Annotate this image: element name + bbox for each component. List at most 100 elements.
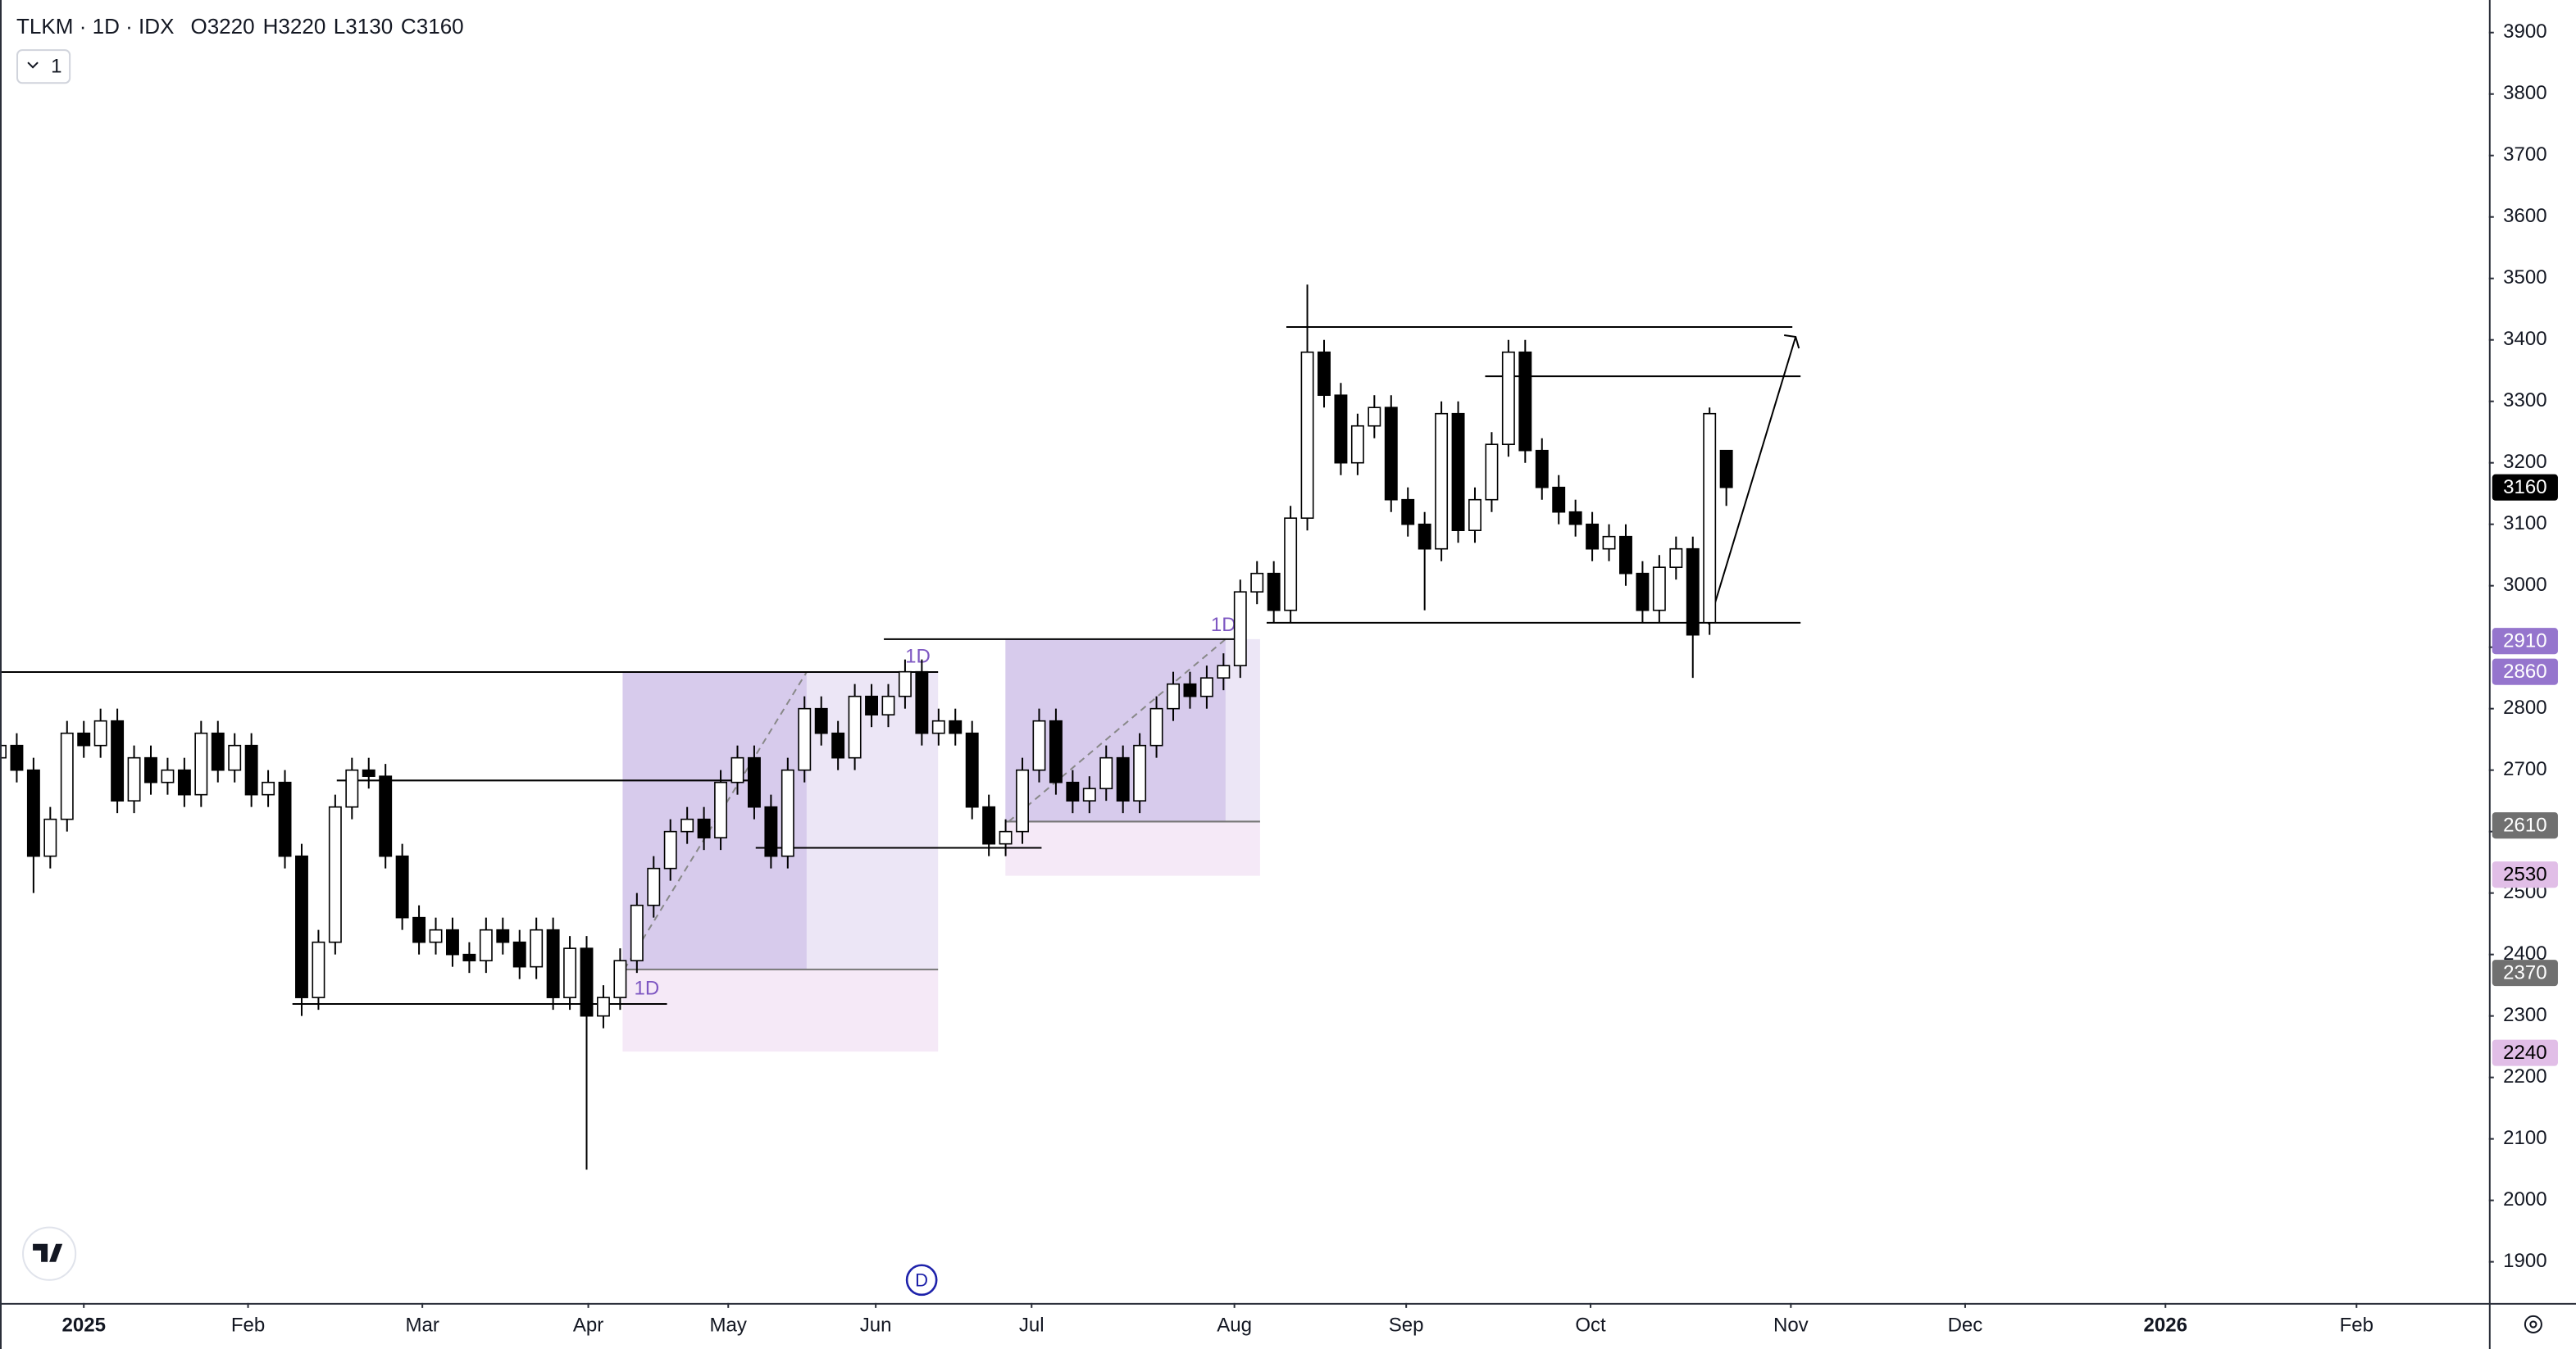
candle-body: [764, 806, 778, 857]
y-tick-label: 2100: [2503, 1127, 2546, 1149]
y-tick-label: 2300: [2503, 1004, 2546, 1026]
gear[interactable]: [2524, 1315, 2542, 1333]
layout-button[interactable]: 1: [16, 49, 71, 84]
y-tick-label: 3600: [2503, 205, 2546, 227]
candle-body: [1099, 756, 1113, 789]
candle-body: [1485, 443, 1499, 501]
candle-body: [0, 744, 7, 759]
candle-body: [1435, 412, 1449, 550]
candle-body: [26, 769, 40, 857]
y-tick-label: 2000: [2503, 1188, 2546, 1210]
candle-body: [1167, 683, 1180, 710]
x-tick-label: Feb: [2340, 1314, 2373, 1336]
candle-body: [278, 781, 292, 857]
candle-body: [1703, 412, 1717, 624]
event-circle[interactable]: [905, 1264, 938, 1297]
candle-body: [647, 867, 661, 906]
candle-body: [345, 769, 359, 808]
candle-body: [1149, 707, 1163, 747]
candle-body: [982, 806, 996, 845]
price-badge-label: 2860: [2503, 661, 2546, 683]
candle-body: [1233, 591, 1247, 666]
logo-circle[interactable]: [22, 1226, 77, 1281]
candle-body: [412, 916, 426, 943]
candle-body: [697, 818, 711, 838]
button-label[interactable]: 1: [51, 56, 61, 78]
candle-body: [546, 929, 560, 998]
x-tick-label: Apr: [573, 1314, 603, 1336]
y-tick-label: 3900: [2503, 20, 2546, 43]
ohlc-close: C3160: [401, 14, 464, 39]
settings-button[interactable]: [2524, 1315, 2542, 1333]
x-tick-label: Jun: [860, 1314, 892, 1336]
y-tick-label: 3300: [2503, 389, 2546, 411]
candle-body: [781, 769, 794, 857]
chevron[interactable]: [27, 61, 39, 69]
x-tick-label: Jul: [1019, 1314, 1045, 1336]
range-box: [1225, 638, 1260, 822]
candle-body: [228, 744, 242, 771]
event-label[interactable]: D: [915, 1270, 928, 1291]
candle-body: [144, 756, 157, 784]
candle-body: [244, 744, 258, 796]
candle-body: [1183, 683, 1197, 697]
timeframe-label: 1D: [634, 977, 659, 999]
candle-body: [747, 756, 761, 808]
candle-body: [1384, 407, 1398, 501]
y-tick-label: 2800: [2503, 697, 2546, 719]
range-box: [622, 969, 939, 1052]
x-tick-label: Sep: [1389, 1314, 1424, 1336]
candle-body: [1334, 394, 1348, 464]
button-frame[interactable]: [16, 49, 71, 84]
x-tick-label: 2026: [2144, 1314, 2187, 1336]
trend-line: [1008, 638, 1227, 823]
candle-body: [328, 806, 342, 943]
ohlc-high: H3220: [263, 14, 326, 39]
candle-body: [1451, 412, 1465, 531]
candle-body: [1116, 756, 1130, 802]
candle-body: [362, 769, 375, 777]
candle-body: [429, 929, 443, 943]
candle-body: [1032, 720, 1046, 771]
candle-body: [730, 756, 744, 784]
candle-body: [814, 707, 828, 734]
candle-body: [127, 756, 141, 802]
logo[interactable]: [22, 1226, 77, 1281]
price-badge: [2492, 861, 2558, 888]
y-tick-label: 3700: [2503, 143, 2546, 166]
x-tick-label: May: [710, 1314, 747, 1336]
price-badge-label: 2530: [2503, 864, 2546, 886]
candle-body: [446, 929, 459, 956]
candle-body: [10, 744, 24, 771]
candle-body: [161, 769, 175, 784]
y-tick-label: 3000: [2503, 574, 2546, 596]
y-tick-label: 3500: [2503, 266, 2546, 288]
candle-body: [580, 947, 594, 1017]
candle-body: [931, 720, 945, 734]
candle-body: [1636, 572, 1650, 611]
candle-body: [1719, 449, 1733, 488]
arrow-head: [1784, 334, 1800, 349]
candle-body: [1669, 547, 1683, 568]
y-tick-label: 3100: [2503, 512, 2546, 534]
x-tick-label: Aug: [1217, 1314, 1252, 1336]
candle-body: [1602, 535, 1616, 550]
candle-body: [848, 695, 862, 759]
candle-body: [194, 732, 208, 796]
event-marker[interactable]: D: [905, 1264, 938, 1297]
gear-center[interactable]: [2529, 1320, 2537, 1329]
arrow-line: [1708, 336, 1797, 625]
ohlc-low: L3130: [334, 14, 393, 39]
y-tick-label: 3200: [2503, 451, 2546, 473]
candle-body: [1082, 788, 1096, 802]
candle-body: [1368, 407, 1381, 427]
x-tick-label: Dec: [1948, 1314, 1983, 1336]
candle-body: [177, 769, 191, 796]
candle-body: [262, 781, 275, 796]
logo-mark[interactable]: [33, 1243, 63, 1262]
price-badge: [2492, 812, 2558, 839]
candle-body: [680, 818, 694, 833]
ohlc-open: O3220: [190, 14, 254, 39]
candle-body: [379, 775, 393, 857]
